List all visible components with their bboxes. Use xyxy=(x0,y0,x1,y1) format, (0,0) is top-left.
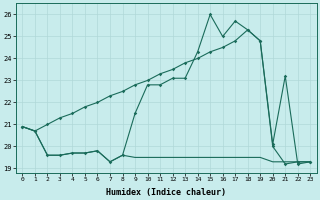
X-axis label: Humidex (Indice chaleur): Humidex (Indice chaleur) xyxy=(106,188,226,197)
